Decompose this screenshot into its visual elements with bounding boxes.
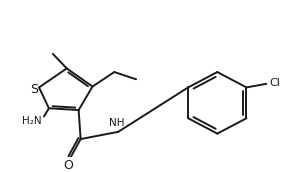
Text: O: O: [63, 159, 73, 172]
Text: Cl: Cl: [270, 78, 281, 88]
Text: H₂N: H₂N: [22, 116, 42, 126]
Text: NH: NH: [108, 118, 124, 128]
Text: S: S: [30, 83, 38, 96]
